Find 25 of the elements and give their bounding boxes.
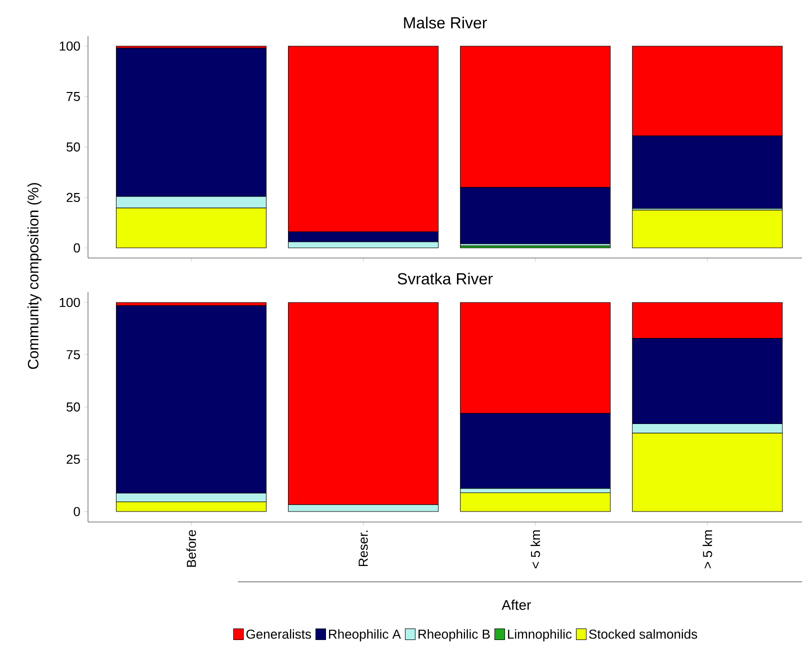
y-tick-label: 100 [60, 298, 80, 308]
y-tick-label: 0 [74, 506, 80, 516]
legend-label: Rheophilic B [418, 629, 490, 642]
y-tick-label: 75 [66, 350, 80, 360]
y-tick-label: 75 [66, 92, 80, 102]
y-axis-title: Community composition (%) [27, 183, 42, 369]
chart-title: Svratka River [398, 272, 493, 284]
legend-label: Rheophilic A [329, 629, 401, 642]
y-tick-label: 50 [66, 142, 80, 152]
y-tick-label: 25 [66, 454, 80, 464]
legend-label: Stocked salmonids [589, 629, 698, 639]
y-tick-label: 50 [66, 402, 80, 412]
x-tick-label: Reser. [358, 530, 368, 566]
x-tick-label: < 5 km [530, 530, 540, 568]
bar [632, 210, 783, 248]
x-tick-label: > 5 km [702, 530, 712, 568]
y-tick-label: 0 [74, 243, 80, 253]
chart-title: Malse River [404, 16, 487, 28]
text: After [502, 600, 531, 610]
bar [460, 492, 611, 512]
x-tick-label: Before [186, 530, 196, 567]
legend-label: Limnophilic [508, 629, 572, 642]
y-tick-label: 25 [66, 192, 80, 202]
legend-label: Generalists [246, 629, 312, 639]
y-tick-label: 100 [60, 41, 80, 51]
